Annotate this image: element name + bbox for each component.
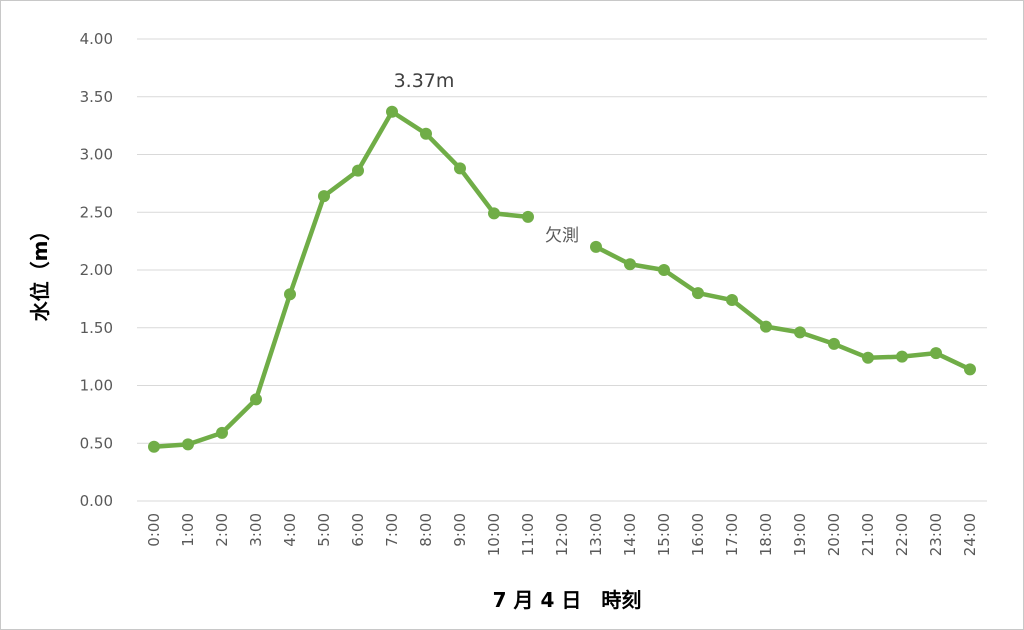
- data-point: [590, 240, 602, 253]
- data-point: [726, 294, 738, 307]
- x-tick-label: 5:00: [315, 513, 333, 547]
- y-axis-title: 水位（m）: [28, 221, 52, 322]
- x-tick-label: 17:00: [723, 513, 741, 556]
- x-tick-label: 2:00: [213, 513, 231, 547]
- y-tick-label: 3.50: [80, 88, 113, 106]
- y-tick-label: 1.00: [80, 377, 113, 395]
- x-tick-label: 11:00: [519, 513, 537, 556]
- x-tick-label: 8:00: [417, 513, 435, 547]
- series-line: [593, 244, 973, 372]
- y-tick-label: 2.00: [80, 261, 113, 279]
- x-tick-label: 10:00: [485, 513, 503, 556]
- data-point: [420, 127, 432, 140]
- data-point: [284, 288, 296, 301]
- data-point: [794, 326, 806, 339]
- y-tick-label: 3.00: [80, 146, 113, 164]
- x-tick-label: 23:00: [927, 513, 945, 556]
- x-tick-label: 14:00: [621, 513, 639, 556]
- data-point: [930, 347, 942, 360]
- x-axis-title: 7 月 4 日 時刻: [493, 588, 642, 612]
- data-point: [386, 105, 398, 118]
- x-tick-label: 9:00: [451, 513, 469, 547]
- x-tick-label: 15:00: [655, 513, 673, 556]
- x-tick-label: 7:00: [383, 513, 401, 547]
- data-point: [216, 426, 228, 439]
- data-point: [964, 363, 976, 376]
- data-point: [828, 337, 840, 350]
- y-tick-label: 4.00: [80, 30, 113, 48]
- x-tick-label: 6:00: [349, 513, 367, 547]
- x-tick-label: 19:00: [791, 513, 809, 556]
- data-point: [250, 393, 262, 406]
- data-point: [318, 190, 330, 203]
- data-point: [862, 351, 874, 364]
- data-point: [896, 350, 908, 363]
- data-point: [148, 440, 160, 453]
- series-line: [151, 109, 531, 449]
- peak-annotation: 3.37m: [394, 70, 455, 92]
- data-point: [182, 438, 194, 451]
- x-tick-label: 18:00: [757, 513, 775, 556]
- y-tick-label: 2.50: [80, 203, 113, 221]
- x-tick-label: 13:00: [587, 513, 605, 556]
- missing-data-label: 欠測: [545, 226, 579, 246]
- data-point: [624, 258, 636, 271]
- data-point: [352, 164, 364, 177]
- y-tick-label: 0.50: [80, 434, 113, 452]
- x-tick-label: 12:00: [553, 513, 571, 556]
- x-tick-label: 20:00: [825, 513, 843, 556]
- data-point: [488, 207, 500, 220]
- data-point: [454, 162, 466, 175]
- x-tick-label: 21:00: [859, 513, 877, 556]
- x-tick-label: 16:00: [689, 513, 707, 556]
- x-tick-label: 0:00: [145, 513, 163, 547]
- x-tick-label: 24:00: [961, 513, 979, 556]
- x-tick-label: 22:00: [893, 513, 911, 556]
- x-tick-label: 4:00: [281, 513, 299, 547]
- x-tick-label: 3:00: [247, 513, 265, 547]
- data-point: [658, 264, 670, 276]
- x-tick-label: 1:00: [179, 513, 197, 547]
- y-tick-label: 0.00: [80, 492, 113, 510]
- y-tick-label: 1.50: [80, 319, 113, 337]
- data-point: [522, 210, 534, 223]
- data-point: [760, 320, 772, 333]
- data-point: [692, 287, 704, 300]
